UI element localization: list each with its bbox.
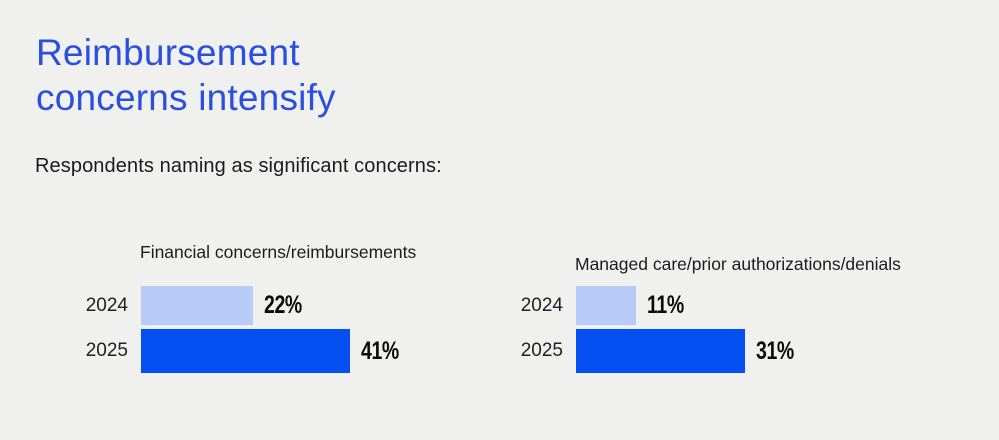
bar-value-label: 11% xyxy=(647,291,684,319)
bar-row: 2025 31% xyxy=(503,329,805,373)
bar-2025 xyxy=(576,329,745,373)
year-label: 2025 xyxy=(520,340,563,361)
bar-2025 xyxy=(141,329,350,373)
bar-rows: 2024 11% 2025 31% xyxy=(503,286,805,377)
bar-2024 xyxy=(576,286,636,325)
page-title: Reimbursement concerns intensify xyxy=(36,30,336,120)
bar-rows: 2024 22% 2025 41% xyxy=(68,286,410,377)
year-label: 2025 xyxy=(85,340,128,361)
year-label: 2024 xyxy=(85,294,128,316)
year-label: 2024 xyxy=(520,294,563,316)
page-title-line-1: Reimbursement xyxy=(36,32,300,73)
bar-value-label: 22% xyxy=(264,291,302,319)
bar-row: 2024 22% xyxy=(68,286,410,325)
chart-title-managed-care: Managed care/prior authorizations/denial… xyxy=(575,254,901,274)
chart-title-financial: Financial concerns/reimbursements xyxy=(140,242,417,262)
subtitle: Respondents naming as significant concer… xyxy=(35,155,442,177)
page-title-line-2: concerns intensify xyxy=(36,77,336,118)
bar-2024 xyxy=(141,286,253,325)
bar-value-label: 31% xyxy=(756,336,794,365)
bar-row: 2024 11% xyxy=(503,286,805,325)
bar-value-label: 41% xyxy=(361,336,399,365)
bar-row: 2025 41% xyxy=(68,329,410,373)
